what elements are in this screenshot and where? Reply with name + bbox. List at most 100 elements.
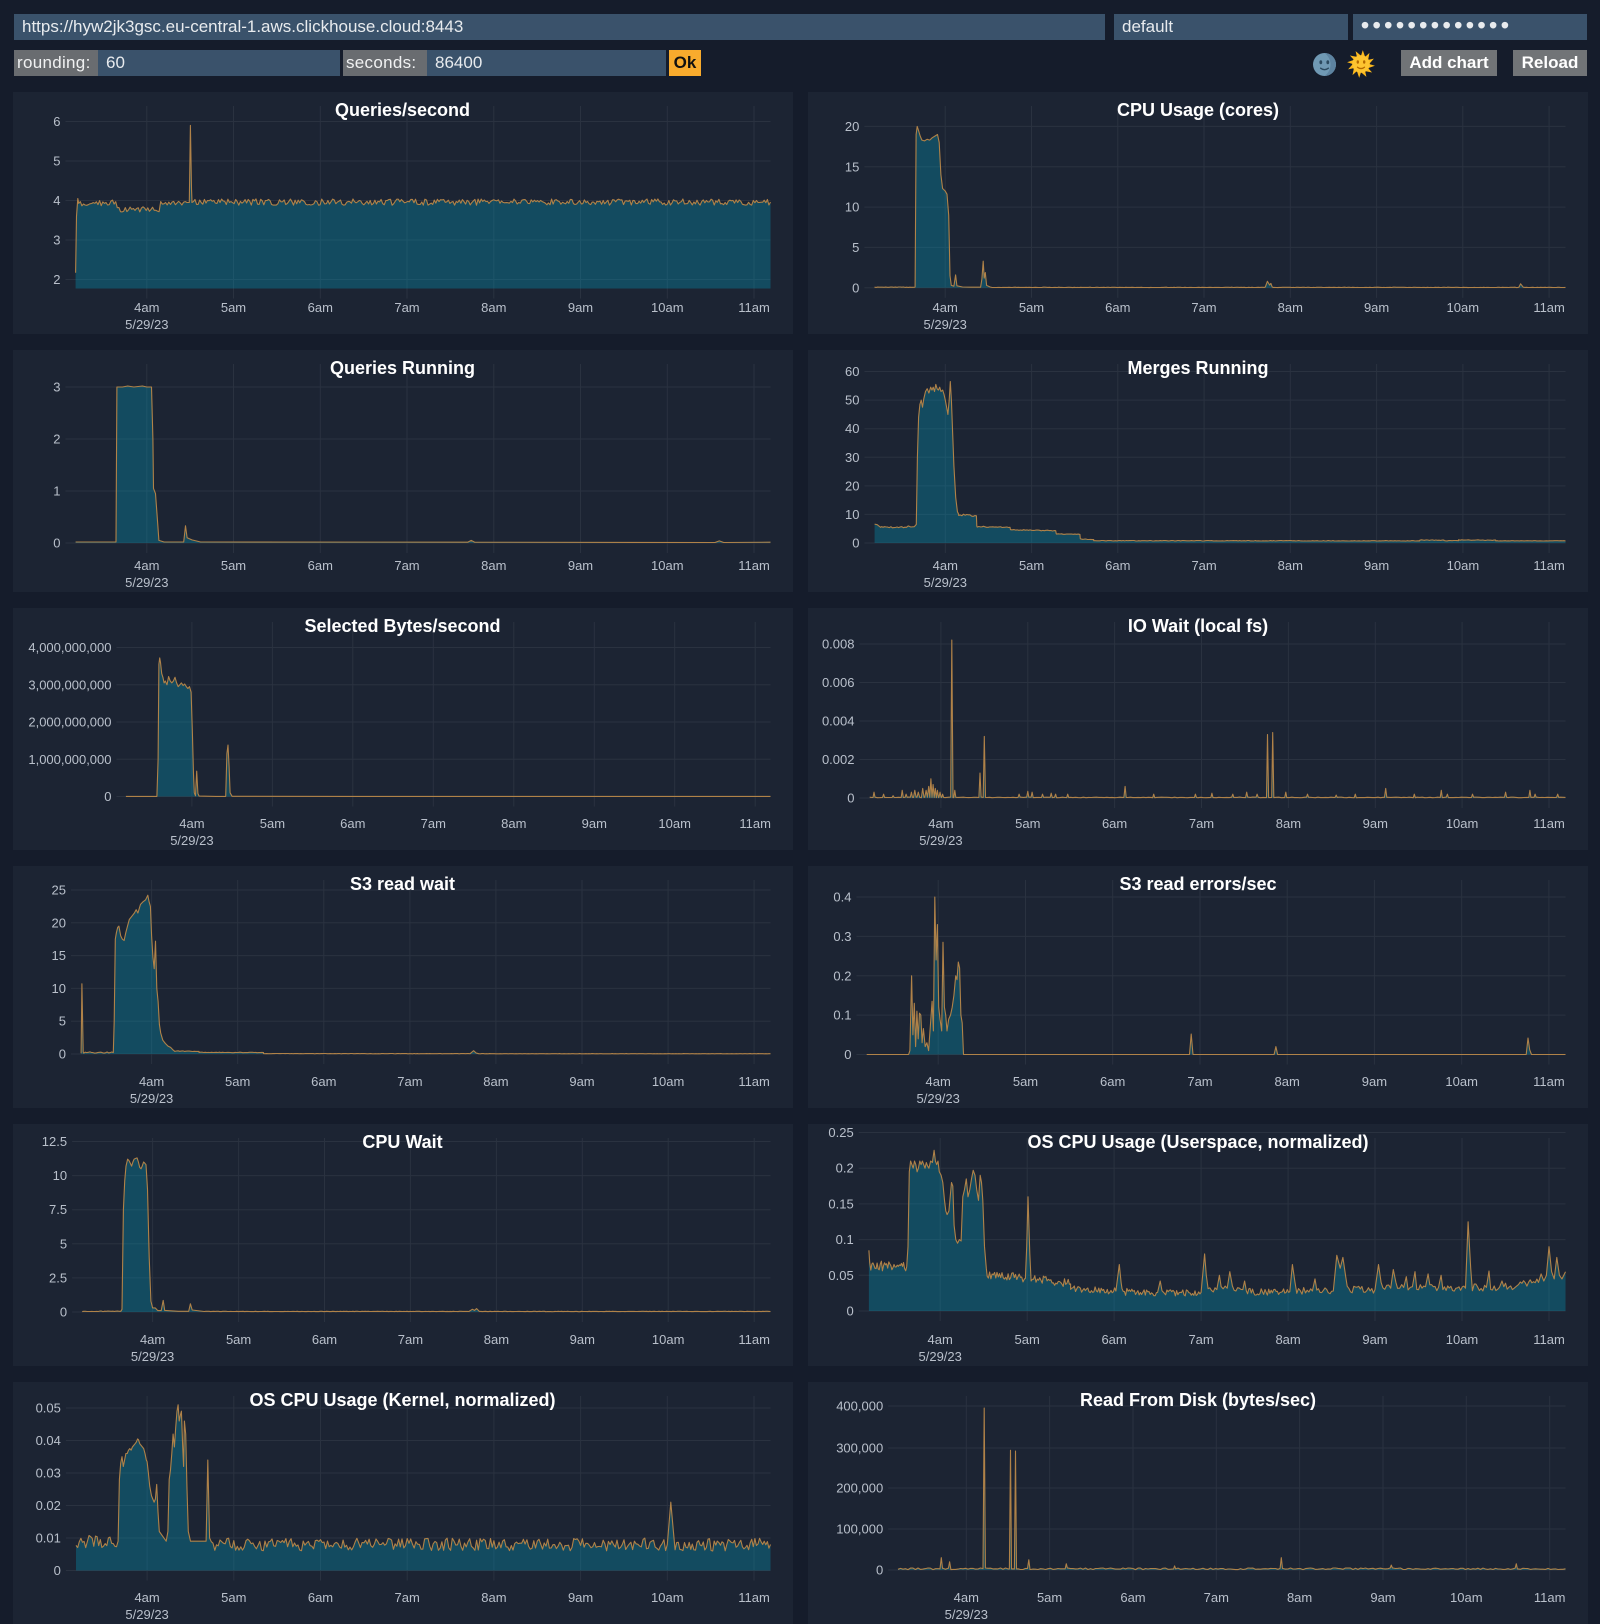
svg-text:4am: 4am [933,300,958,315]
svg-text:0: 0 [58,1047,65,1062]
svg-text:0: 0 [53,536,60,551]
svg-text:7am: 7am [394,558,419,573]
svg-text:3: 3 [53,380,60,395]
svg-text:400,000: 400,000 [836,1399,883,1414]
svg-text:4,000,000,000: 4,000,000,000 [28,640,111,655]
svg-text:6am: 6am [1120,1590,1145,1605]
svg-text:7am: 7am [1189,816,1214,831]
svg-text:8am: 8am [1275,1332,1300,1347]
svg-text:20: 20 [845,478,859,493]
svg-text:200,000: 200,000 [836,1481,883,1496]
svg-text:7am: 7am [394,300,419,315]
svg-text:10: 10 [845,507,859,522]
svg-text:0.4: 0.4 [833,890,851,905]
svg-text:5/29/23: 5/29/23 [924,575,967,590]
svg-text:0.01: 0.01 [35,1531,60,1546]
svg-text:0.04: 0.04 [35,1433,60,1448]
svg-text:6am: 6am [1105,558,1130,573]
svg-text:5: 5 [53,154,60,169]
svg-text:4am: 4am [933,558,958,573]
svg-text:10am: 10am [651,1332,684,1347]
svg-text:2: 2 [53,272,60,287]
svg-text:25: 25 [51,883,65,898]
svg-text:11am: 11am [738,558,770,573]
svg-text:50: 50 [845,393,859,408]
svg-text:4am: 4am [134,1590,159,1605]
svg-text:4: 4 [53,193,60,208]
svg-text:2.5: 2.5 [49,1270,67,1285]
svg-text:7am: 7am [397,1332,422,1347]
svg-text:6am: 6am [311,1074,336,1089]
svg-text:10am: 10am [1446,1332,1479,1347]
svg-text:40: 40 [845,421,859,436]
svg-text:5/29/23: 5/29/23 [125,317,168,332]
svg-text:6am: 6am [307,1590,332,1605]
svg-text:7am: 7am [1187,1074,1212,1089]
svg-text:0: 0 [844,1047,851,1062]
svg-text:6am: 6am [1105,300,1130,315]
svg-text:5am: 5am [1013,1074,1038,1089]
svg-text:9am: 9am [581,816,606,831]
svg-text:6am: 6am [340,816,365,831]
svg-text:5am: 5am [220,300,245,315]
svg-text:0: 0 [852,536,859,551]
svg-text:2,000,000,000: 2,000,000,000 [28,715,111,730]
svg-text:5/29/23: 5/29/23 [129,1091,172,1106]
svg-text:7am: 7am [420,816,445,831]
svg-text:0.05: 0.05 [828,1268,853,1283]
svg-text:4am: 4am [928,816,953,831]
svg-text:5am: 5am [225,1074,250,1089]
svg-text:9am: 9am [569,1332,594,1347]
svg-text:3,000,000,000: 3,000,000,000 [28,677,111,692]
svg-text:6am: 6am [1102,816,1127,831]
svg-text:5am: 5am [1015,1332,1040,1347]
svg-text:7am: 7am [394,1590,419,1605]
svg-text:10am: 10am [1445,1074,1478,1089]
svg-text:7am: 7am [1191,558,1216,573]
svg-text:5am: 5am [1037,1590,1062,1605]
svg-text:1,000,000,000: 1,000,000,000 [28,752,111,767]
svg-text:5am: 5am [1015,816,1040,831]
svg-text:10am: 10am [1447,558,1480,573]
svg-text:9am: 9am [569,1074,594,1089]
svg-text:10am: 10am [658,816,691,831]
svg-text:11am: 11am [738,1590,770,1605]
svg-text:5/29/23: 5/29/23 [125,1607,168,1622]
svg-text:0.004: 0.004 [822,714,855,729]
svg-text:5/29/23: 5/29/23 [924,317,967,332]
svg-text:7am: 7am [397,1074,422,1089]
svg-text:5: 5 [59,1236,66,1251]
svg-text:5/29/23: 5/29/23 [917,1091,960,1106]
svg-text:7am: 7am [1188,1332,1213,1347]
svg-text:7am: 7am [1191,300,1216,315]
svg-text:0.2: 0.2 [833,968,851,983]
svg-text:0.2: 0.2 [836,1161,854,1176]
svg-text:12.5: 12.5 [41,1134,66,1149]
svg-text:30: 30 [845,450,859,465]
svg-text:3: 3 [53,233,60,248]
svg-text:5/29/23: 5/29/23 [170,833,213,848]
svg-text:2: 2 [53,432,60,447]
svg-text:10: 10 [52,1168,66,1183]
svg-text:4am: 4am [179,816,204,831]
svg-text:8am: 8am [1278,300,1303,315]
svg-text:10am: 10am [651,300,684,315]
svg-text:0.05: 0.05 [35,1401,60,1416]
svg-text:15: 15 [845,159,859,174]
svg-text:11am: 11am [1533,558,1565,573]
svg-text:11am: 11am [1533,300,1565,315]
svg-text:0.03: 0.03 [35,1466,60,1481]
svg-text:4am: 4am [926,1074,951,1089]
svg-text:5: 5 [852,240,859,255]
svg-text:9am: 9am [567,1590,592,1605]
svg-text:4am: 4am [138,1074,163,1089]
svg-text:6: 6 [53,114,60,129]
svg-text:0: 0 [846,1304,853,1319]
svg-text:10am: 10am [651,1590,684,1605]
svg-text:0: 0 [847,791,854,806]
svg-text:0.3: 0.3 [833,929,851,944]
svg-text:11am: 11am [738,1332,770,1347]
svg-text:15: 15 [51,948,65,963]
svg-text:8am: 8am [481,300,506,315]
svg-text:11am: 11am [1533,1074,1565,1089]
